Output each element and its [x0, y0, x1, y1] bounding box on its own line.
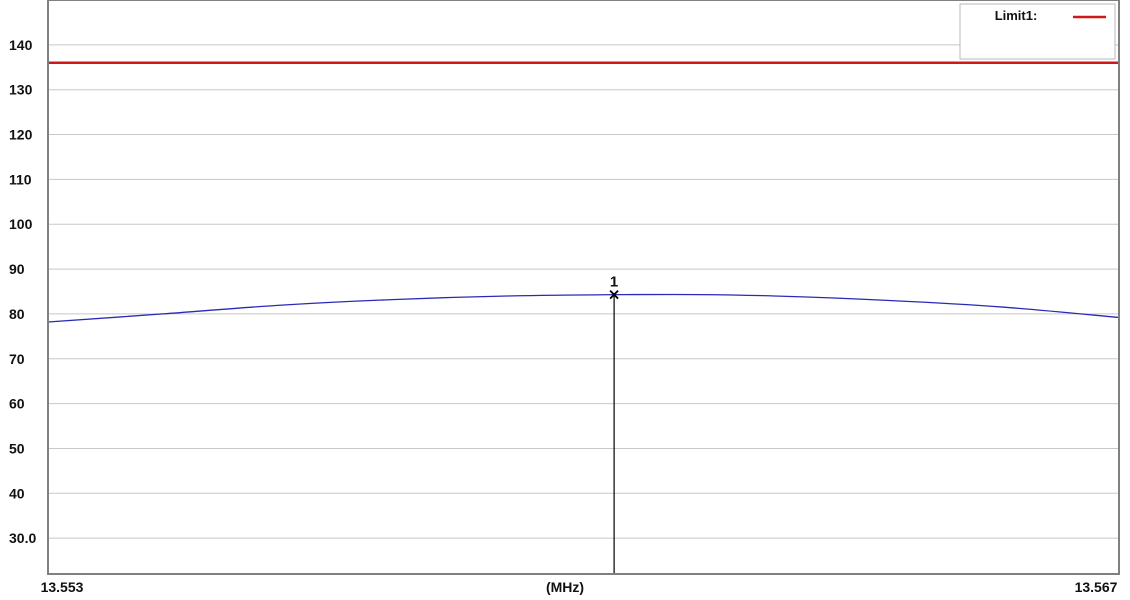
legend-label-limit1: Limit1:: [995, 8, 1038, 23]
y-tick-label: 70: [9, 351, 25, 367]
y-tick-label: 130: [9, 82, 33, 98]
y-tick-label: 60: [9, 396, 25, 412]
y-tick-label: 30.0: [9, 530, 36, 546]
x-tick-label-start: 13.553: [41, 579, 84, 595]
y-tick-label: 120: [9, 127, 33, 143]
legend: Limit1:: [959, 3, 1116, 60]
y-tick-label: 80: [9, 306, 25, 322]
series-line: [47, 293, 1120, 323]
y-tick-label: 50: [9, 440, 25, 456]
y-tick-label: 110: [9, 171, 32, 187]
y-tick-label: 100: [9, 216, 33, 232]
plot-frame: [47, 0, 1120, 575]
markers: 1: [609, 274, 619, 574]
legend-box: [959, 3, 1116, 60]
marker-cross-icon: [609, 289, 619, 300]
y-tick-label: 140: [9, 37, 33, 53]
grid-lines: [48, 44, 1119, 539]
y-tick-label: 40: [9, 485, 25, 501]
x-tick-label-end: 13.567: [1075, 579, 1118, 595]
y-axis-tick-labels: 30.0 40 50 60 70 80 90 100 110 120 130 140: [9, 37, 36, 546]
y-tick-label: 90: [9, 261, 25, 277]
marker-label: 1: [610, 274, 618, 291]
x-axis-label: (MHz): [546, 579, 584, 595]
trace-series: [47, 293, 1120, 323]
